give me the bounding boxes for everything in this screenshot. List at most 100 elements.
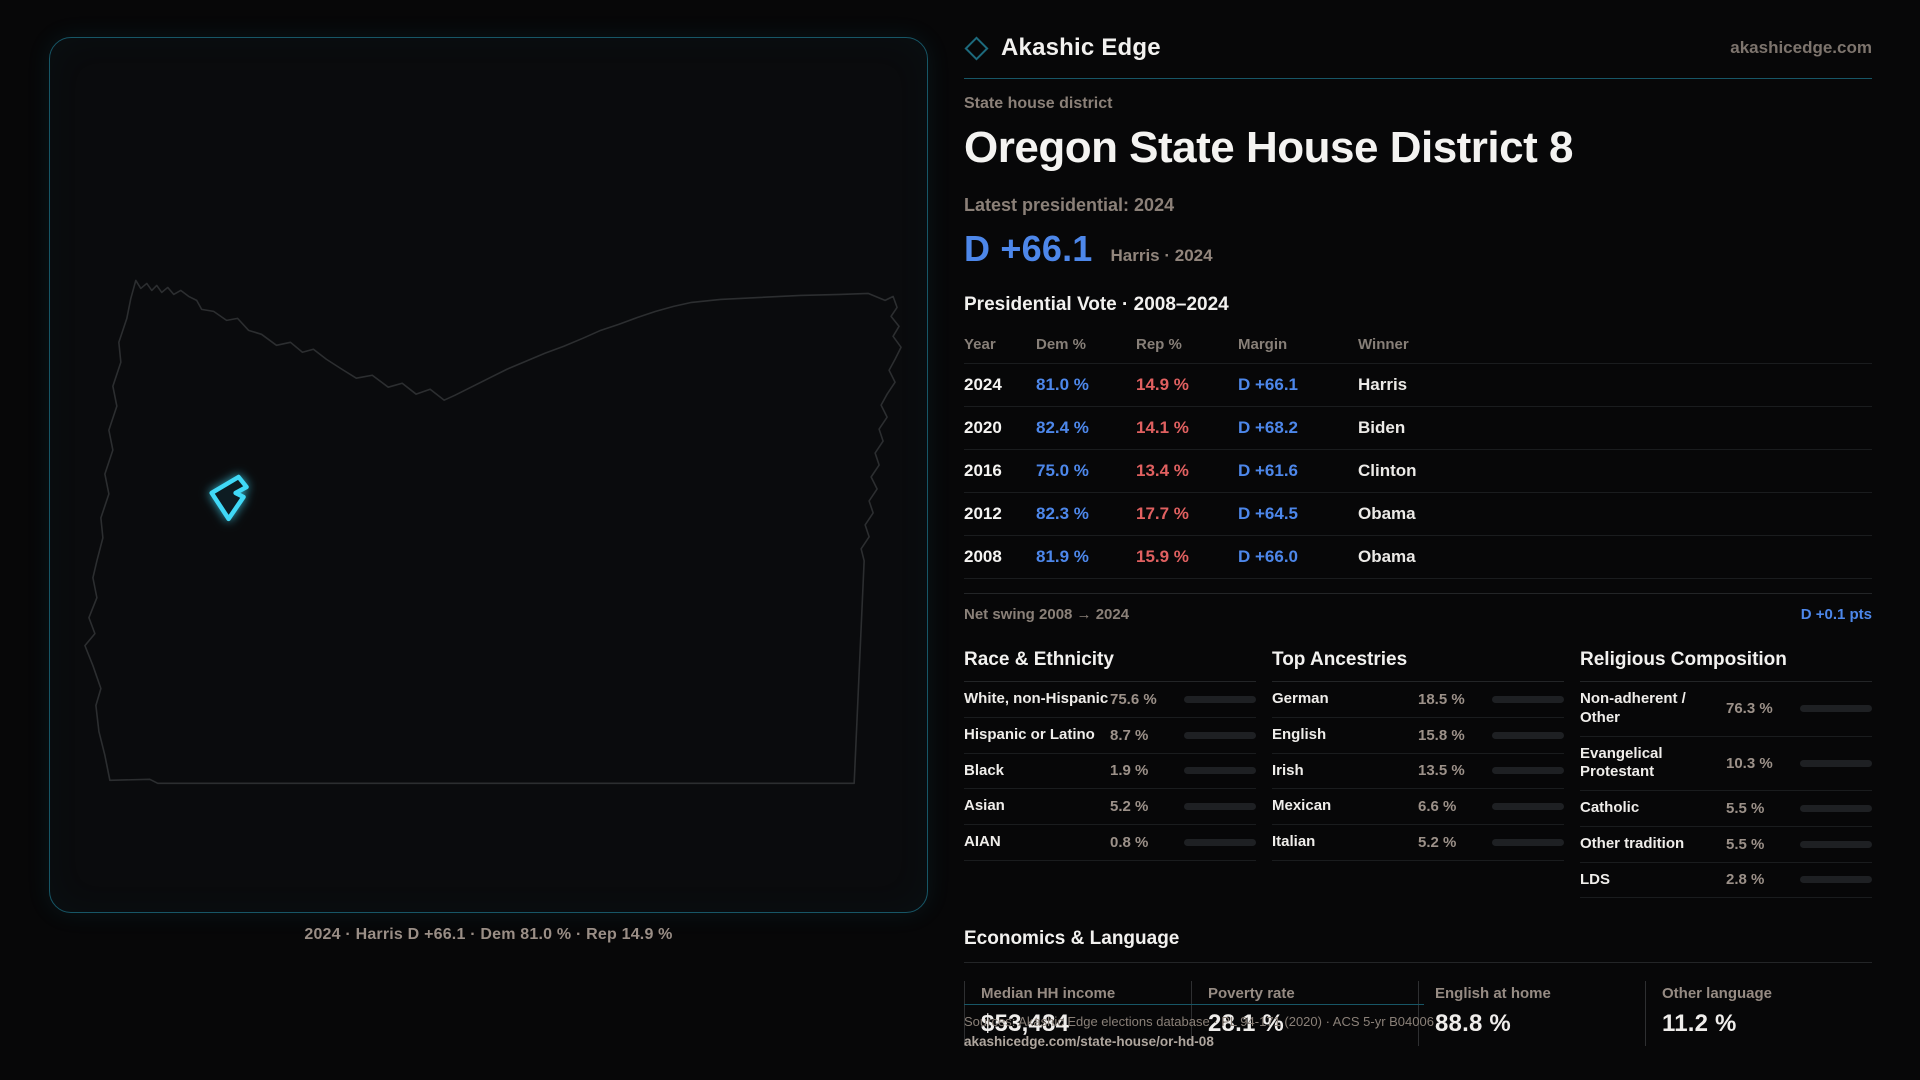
cell-dem-pct: 81.9 % (1036, 547, 1089, 566)
cell-year: 2020 (964, 418, 1002, 437)
demographic-row: Mexican 6.6 % (1272, 789, 1564, 825)
demographic-value: 5.5 % (1726, 799, 1765, 817)
stat-value: 11.2 % (1662, 1010, 1737, 1038)
demographics-grid: Race & Ethnicity White, non-Hispanic 75.… (964, 649, 1872, 899)
demographic-row: English 15.8 % (1272, 718, 1564, 754)
brand-diamond-icon (964, 35, 989, 61)
cell-winner: Clinton (1358, 461, 1417, 480)
demographic-row: Asian 5.2 % (964, 789, 1256, 825)
religious-composition-section: Religious Composition Non-adherent / Oth… (1580, 649, 1872, 899)
demographic-bar-track (1492, 838, 1564, 846)
demographic-value: 6.6 % (1418, 798, 1457, 816)
demographic-bar-track (1184, 767, 1256, 775)
demographic-bar-track (1800, 840, 1872, 848)
demographic-row: Other tradition 5.5 % (1580, 827, 1872, 863)
oregon-map (84, 279, 902, 785)
demographic-row: Evangelical Protestant 10.3 % (1580, 737, 1872, 791)
demographic-row: Catholic 5.5 % (1580, 791, 1872, 827)
race-ethnicity-rows: White, non-Hispanic 75.6 % Hispanic or L… (964, 682, 1256, 861)
table-row: 2024 81.0 % 14.9 % D +66.1 Harris (964, 364, 1872, 407)
permalink[interactable]: akashicedge.com/state-house/or-hd-08 (964, 1034, 1214, 1049)
demographic-value: 2.8 % (1726, 871, 1765, 889)
demographic-row: German 18.5 % (1272, 682, 1564, 718)
stat-label: Median HH income (981, 985, 1116, 1003)
economics-stats: Median HH income $53,484 Poverty rate 28… (964, 981, 1872, 1047)
stat-label: Poverty rate (1208, 985, 1295, 1003)
demographic-row: Italian 5.2 % (1272, 825, 1564, 861)
col-dem: Dem % (1036, 336, 1087, 353)
page-title: Oregon State House District 8 (964, 123, 1573, 172)
demographic-label: Catholic (1580, 799, 1640, 816)
col-margin: Margin (1238, 336, 1288, 353)
demographic-row: White, non-Hispanic 75.6 % (964, 682, 1256, 718)
demographic-value: 75.6 % (1110, 690, 1157, 708)
demographic-row: AIAN 0.8 % (964, 825, 1256, 861)
demographic-label: AIAN (964, 833, 1001, 850)
demographic-value: 13.5 % (1418, 762, 1465, 780)
demographic-bar-track (1492, 767, 1564, 775)
demographic-value: 5.2 % (1418, 833, 1457, 851)
demographic-label: Asian (964, 797, 1005, 815)
cell-winner: Harris (1358, 375, 1408, 394)
net-swing-label: Net swing 2008 → 2024 (964, 606, 1130, 623)
demographic-bar-track (1492, 803, 1564, 811)
demographic-value: 18.5 % (1418, 690, 1465, 708)
net-swing-value: D +0.1 pts (1800, 606, 1872, 623)
cell-margin: D +64.5 (1238, 504, 1299, 523)
cell-dem-pct: 81.0 % (1036, 375, 1089, 394)
demographic-bar-track (1800, 804, 1872, 812)
demographic-row: Black 1.9 % (964, 754, 1256, 790)
demographic-value: 0.8 % (1110, 833, 1149, 851)
cell-year: 2012 (964, 504, 1002, 523)
district-kicker: State house district (964, 95, 1113, 112)
stat-label: English at home (1435, 985, 1551, 1003)
detail-panel: Akashic Edge akashicedge.com State house… (964, 30, 1872, 1047)
stat-cell: Other language 11.2 % (1645, 981, 1872, 1047)
religious-composition-title: Religious Composition (1580, 649, 1872, 682)
demographic-value: 15.8 % (1418, 726, 1465, 744)
stat-value: $53,484 (981, 1010, 1070, 1038)
map-caption: 2024 · Harris D +66.1 · Dem 81.0 % · Rep… (304, 926, 673, 943)
demographic-label: English (1272, 725, 1327, 743)
top-ancestries-title: Top Ancestries (1272, 649, 1564, 682)
cell-margin: D +61.6 (1238, 461, 1299, 480)
demographic-label: Mexican (1272, 797, 1332, 815)
cell-dem-pct: 75.0 % (1036, 461, 1089, 480)
footer: Sources: Akashic Edge elections database… (964, 1004, 1872, 1049)
cell-rep-pct: 14.9 % (1136, 375, 1189, 394)
demographic-label: LDS (1580, 870, 1610, 888)
district-marker (209, 474, 249, 522)
demographic-bar-track (1800, 705, 1872, 713)
headline-margin-value: D +66.1 (964, 228, 1093, 269)
demographic-label: German (1272, 690, 1329, 707)
brand-header: Akashic Edge akashicedge.com (964, 30, 1872, 66)
demographic-label: Hispanic or Latino (964, 725, 1095, 743)
district-map-panel (49, 37, 928, 913)
table-body: 2024 81.0 % 14.9 % D +66.1 Harris 2020 8… (964, 364, 1872, 579)
cell-year: 2016 (964, 461, 1002, 480)
demographic-value: 5.2 % (1110, 798, 1149, 816)
demographic-row: Hispanic or Latino 8.7 % (964, 718, 1256, 754)
col-year: Year (964, 336, 996, 353)
top-ancestries-rows: German 18.5 % English 15.8 % Irish 13.5 … (1272, 682, 1564, 861)
brand-domain-link[interactable]: akashicedge.com (1730, 38, 1872, 57)
stat-value: 28.1 % (1208, 1010, 1284, 1038)
latest-presidential-label: Latest presidential: 2024 (964, 195, 1175, 215)
cell-winner: Biden (1358, 418, 1406, 437)
demographic-label: Irish (1272, 761, 1304, 779)
demographic-value: 76.3 % (1726, 700, 1773, 718)
demographic-row: Non-adherent / Other 76.3 % (1580, 682, 1872, 737)
footer-divider (964, 1004, 1424, 1005)
vote-table-title: Presidential Vote · 2008–2024 (964, 294, 1229, 315)
demographic-bar-track (1184, 838, 1256, 846)
table-header-row: Year Dem % Rep % Margin Winner (964, 330, 1872, 364)
demographic-row: LDS 2.8 % (1580, 863, 1872, 899)
cell-margin: D +66.1 (1238, 375, 1299, 394)
cell-winner: Obama (1358, 504, 1416, 523)
stat-value: 88.8 % (1435, 1010, 1511, 1038)
demographic-bar-track (1184, 803, 1256, 811)
demographic-label: Non-adherent / Other (1580, 690, 1686, 726)
cell-year: 2024 (964, 375, 1002, 394)
demographic-bar-track (1184, 695, 1256, 703)
demographic-value: 5.5 % (1726, 835, 1765, 853)
